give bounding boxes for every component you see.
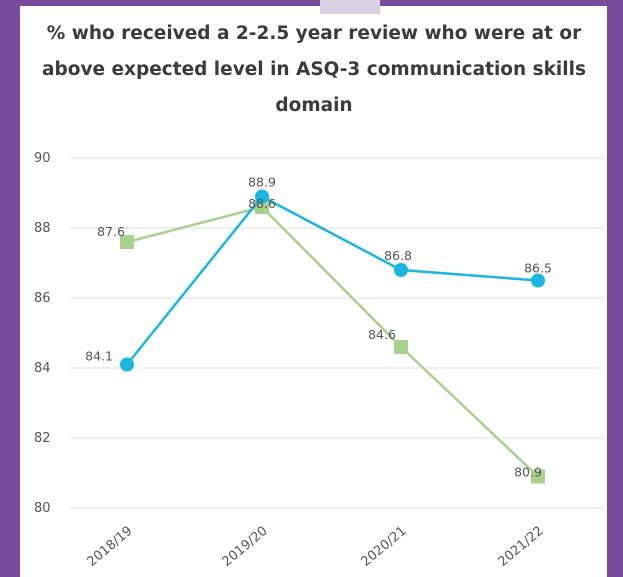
data-point-series-0[interactable] — [255, 189, 269, 204]
frame-notch — [320, 0, 380, 14]
x-tick-label: 2018/19 — [85, 524, 136, 570]
x-tick-label: 2020/21 — [359, 524, 410, 570]
data-label-series-1: 88.6 — [248, 196, 276, 211]
series-line-0 — [126, 194, 539, 366]
data-label-series-1: 84.6 — [368, 327, 396, 342]
data-point-series-1[interactable] — [255, 200, 269, 214]
series-layer — [120, 189, 545, 484]
x-tick-label: 2021/22 — [496, 524, 547, 570]
y-tick-label: 88 — [34, 221, 51, 236]
y-tick-label: 80 — [34, 501, 51, 516]
y-tick-label: 86 — [34, 291, 51, 306]
data-label-series-0: 84.1 — [85, 349, 113, 364]
y-tick-label: 82 — [34, 431, 51, 446]
chart-title: % who received a 2-2.5 year review who w… — [42, 23, 586, 116]
data-point-series-1[interactable] — [394, 340, 408, 354]
data-point-series-0[interactable] — [531, 273, 545, 288]
y-tick-label: 90 — [34, 151, 51, 166]
data-point-series-0[interactable] — [120, 357, 134, 372]
data-label-series-1: 80.9 — [514, 465, 542, 480]
data-label-series-0: 86.5 — [524, 261, 552, 276]
x-tick-label: 2019/20 — [220, 524, 271, 570]
data-point-series-1[interactable] — [531, 469, 545, 484]
series-line-1 — [126, 205, 539, 478]
data-label-series-0: 88.9 — [248, 175, 276, 190]
data-point-series-0[interactable] — [394, 263, 408, 277]
data-label-series-1: 87.6 — [97, 224, 125, 239]
grid-layer — [70, 157, 604, 509]
y-tick-label: 84 — [34, 361, 51, 376]
data-label-series-0: 86.8 — [384, 248, 412, 263]
data-point-series-1[interactable] — [120, 235, 134, 249]
data-label-layer: 84.1 88.9 86.8 86.5 87.6 88.6 84.6 80.9 — [85, 175, 552, 480]
